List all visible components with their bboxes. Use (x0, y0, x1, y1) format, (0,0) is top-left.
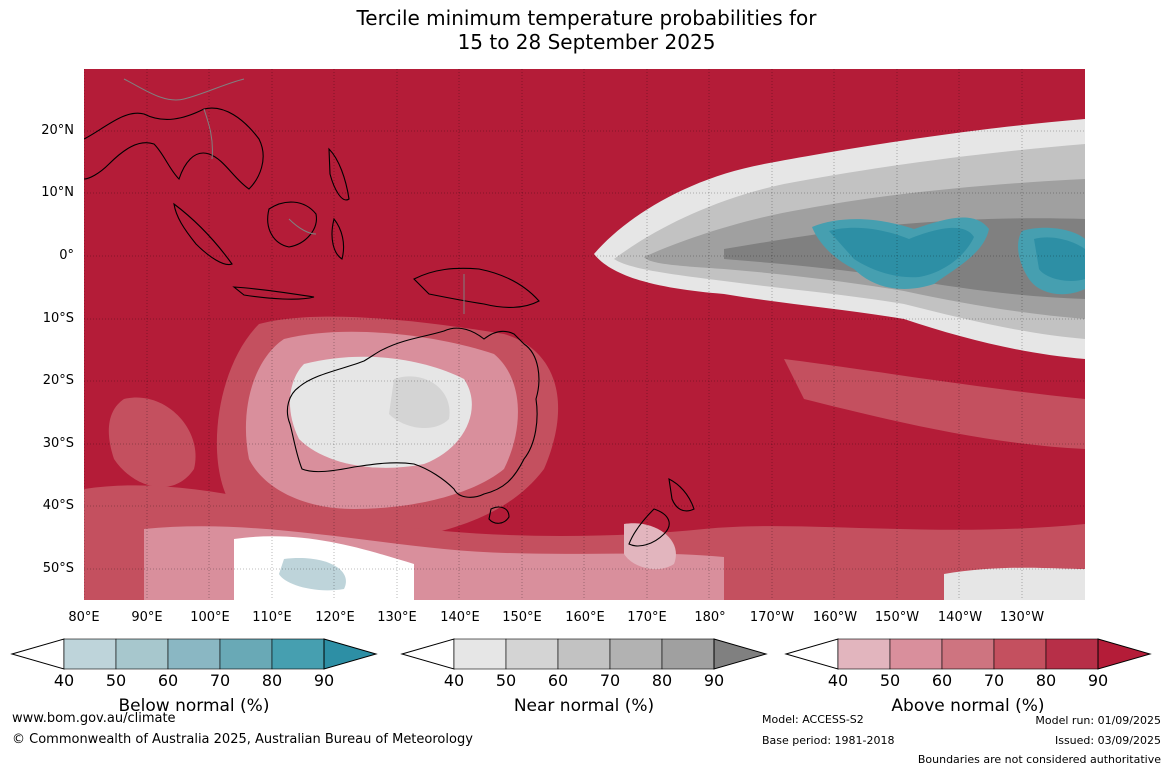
lon-label-80e: 80°E (68, 610, 100, 625)
colorbar-above-title: Above normal (%) (891, 696, 1045, 716)
colorbar-below-tick-40: 40 (53, 671, 75, 690)
colorbar-below-swatch-3 (167, 638, 221, 670)
sulawesi-coast (331, 217, 345, 260)
lon-label-130w: 130°W (999, 610, 1045, 625)
map-gridlines (84, 69, 1085, 600)
footer-issued: Issued: 03/09/2025 (1054, 734, 1161, 747)
lon-label-170w: 170°W (749, 610, 795, 625)
colorbar-near-tick-90: 90 (703, 671, 725, 690)
colorbar-near-normal (400, 638, 768, 670)
colorbar-near-tick-70: 70 (599, 671, 621, 690)
lat-label-10s: 10°S (42, 311, 74, 326)
colorbar-above-swatch-2 (889, 638, 943, 670)
colorbar-near-swatch-4 (609, 638, 663, 670)
colorbar-above-swatch-4 (993, 638, 1047, 670)
lon-label-150w: 150°W (874, 610, 920, 625)
map-title: Tercile minimum temperature probabilitie… (0, 6, 1173, 54)
colorbar-below-swatch-1 (63, 638, 117, 670)
colorbar-below-tick-60: 60 (157, 671, 179, 690)
lon-label-160e: 160°E (565, 610, 605, 625)
lat-label-50s: 50°S (42, 561, 74, 576)
coastlines (84, 107, 695, 547)
lon-label-110e: 110°E (252, 610, 292, 625)
below-normal-zones (812, 217, 1085, 295)
lon-label-140w: 140°W (937, 610, 983, 625)
java-coast (232, 286, 315, 300)
new-guinea-coast (413, 267, 540, 308)
lon-label-140e: 140°E (440, 610, 480, 625)
colorbar-near-tick-40: 40 (443, 671, 465, 690)
lat-label-20n: 20°N (41, 123, 74, 138)
colorbar-below-swatch-5 (271, 638, 325, 670)
colorbar-below-swatch-2 (115, 638, 169, 670)
australia-coast (286, 327, 540, 498)
new-zealand-south (628, 508, 670, 547)
colorbar-below-normal (10, 638, 378, 670)
colorbar-above-tick-40: 40 (827, 671, 849, 690)
colorbar-below-title: Below normal (%) (118, 696, 270, 716)
lon-label-160w: 160°W (812, 610, 858, 625)
colorbar-near-tick-60: 60 (547, 671, 569, 690)
colorbar-above-swatch-3 (941, 638, 995, 670)
colorbar-near-swatch-5 (661, 638, 715, 670)
colorbar-above-tick-80: 80 (1035, 671, 1057, 690)
colorbar-above-swatch-0 (784, 638, 839, 670)
colorbar-near-tick-80: 80 (651, 671, 673, 690)
footer-copyright: © Commonwealth of Australia 2025, Austra… (12, 732, 473, 747)
borneo-coast (267, 201, 317, 248)
lat-label-40s: 40°S (42, 498, 74, 513)
colorbar-near-swatch-2 (505, 638, 559, 670)
footer-disclaimer: Boundaries are not considered authoritat… (917, 753, 1161, 766)
lat-label-10n: 10°N (41, 185, 74, 200)
footer-model: Model: ACCESS-S2 (762, 713, 864, 726)
colorbar-below-swatch-6 (323, 638, 378, 670)
colorbar-above-normal (784, 638, 1152, 670)
footer-base-period: Base period: 1981-2018 (762, 734, 895, 747)
colorbar-above-tick-60: 60 (931, 671, 953, 690)
colorbar-above-swatch-1 (837, 638, 891, 670)
colorbar-near-tick-50: 50 (495, 671, 517, 690)
lon-label-170e: 170°E (627, 610, 667, 625)
lon-label-90e: 90°E (131, 610, 163, 625)
colorbar-near-swatch-3 (557, 638, 611, 670)
colorbar-near-title: Near normal (%) (513, 696, 655, 716)
colorbar-above-tick-50: 50 (879, 671, 901, 690)
lat-label-0: 0° (59, 248, 74, 263)
colorbar-above-swatch-6 (1097, 638, 1152, 670)
new-zealand-north (668, 478, 695, 512)
philippines-coast (328, 147, 350, 201)
mainland-asia-coast (84, 107, 264, 190)
sumatra-coast (173, 202, 233, 266)
lon-label-120e: 120°E (315, 610, 355, 625)
map-title-line2: 15 to 28 September 2025 (457, 30, 716, 54)
colorbar-below-tick-80: 80 (261, 671, 283, 690)
colorbar-near-swatch-0 (400, 638, 455, 670)
colorbar-below-tick-50: 50 (105, 671, 127, 690)
lat-label-30s: 30°S (42, 436, 74, 451)
colorbar-above-tick-70: 70 (983, 671, 1005, 690)
footer-url-link[interactable]: www.bom.gov.au/climate (12, 711, 176, 726)
lon-label-150e: 150°E (502, 610, 542, 625)
lat-label-20s: 20°S (42, 373, 74, 388)
forecast-map (84, 69, 1085, 600)
colorbar-below-swatch-0 (10, 638, 65, 670)
colorbar-below-tick-90: 90 (313, 671, 335, 690)
lon-label-100e: 100°E (190, 610, 230, 625)
footer-model-run: Model run: 01/09/2025 (1035, 714, 1161, 727)
country-borders (123, 78, 465, 314)
lon-label-130e: 130°E (377, 610, 417, 625)
tasmania-coast (488, 506, 510, 524)
colorbar-above-swatch-5 (1045, 638, 1099, 670)
map-title-line1: Tercile minimum temperature probabilitie… (356, 6, 817, 30)
colorbar-near-swatch-6 (713, 638, 768, 670)
colorbar-near-swatch-1 (453, 638, 507, 670)
colorbar-below-tick-70: 70 (209, 671, 231, 690)
lon-label-180: 180° (694, 610, 726, 625)
colorbar-below-swatch-4 (219, 638, 273, 670)
colorbar-above-tick-90: 90 (1087, 671, 1109, 690)
